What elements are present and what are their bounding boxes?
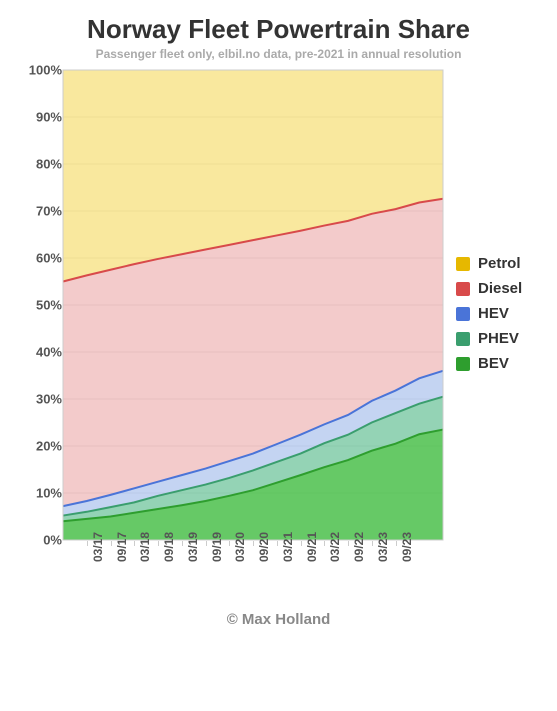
credit: © Max Holland: [0, 611, 557, 628]
legend-item-PHEV: PHEV: [456, 330, 522, 347]
legend-swatch: [456, 282, 470, 296]
xtick-label: 03/17: [91, 532, 105, 562]
legend: Petrol Diesel HEV PHEV BEV: [446, 69, 522, 593]
chart-area: 0%10%20%30%40%50%60%70%80%90%100% 03/170…: [16, 69, 446, 593]
ytick-label: 90%: [36, 110, 62, 125]
legend-item-BEV: BEV: [456, 355, 522, 372]
ytick-label: 50%: [36, 298, 62, 313]
legend-item-Petrol: Petrol: [456, 255, 522, 272]
legend-label: Diesel: [478, 280, 522, 297]
chart-svg: [62, 69, 446, 541]
xtick-label: 03/21: [281, 532, 295, 562]
ytick-label: 0%: [43, 533, 62, 548]
xtick-label: 03/23: [376, 532, 390, 562]
xtick-label: 09/17: [115, 532, 129, 562]
xtick-label: 09/18: [162, 532, 176, 562]
ytick-label: 20%: [36, 439, 62, 454]
chart-title: Norway Fleet Powertrain Share: [0, 14, 557, 45]
legend-label: PHEV: [478, 330, 519, 347]
ytick-label: 80%: [36, 157, 62, 172]
xtick-label: 03/22: [328, 532, 342, 562]
ytick-label: 70%: [36, 204, 62, 219]
ytick-label: 10%: [36, 486, 62, 501]
xtick-label: 09/20: [257, 532, 271, 562]
legend-swatch: [456, 257, 470, 271]
xtick-label: 03/18: [138, 532, 152, 562]
ytick-label: 100%: [29, 63, 62, 78]
legend-swatch: [456, 307, 470, 321]
legend-label: BEV: [478, 355, 509, 372]
xtick-label: 09/21: [305, 532, 319, 562]
ytick-label: 60%: [36, 251, 62, 266]
legend-label: HEV: [478, 305, 509, 322]
legend-item-Diesel: Diesel: [456, 280, 522, 297]
legend-label: Petrol: [478, 255, 521, 272]
xtick-label: 09/19: [210, 532, 224, 562]
xtick-label: 09/22: [352, 532, 366, 562]
ytick-label: 30%: [36, 392, 62, 407]
xtick-label: 03/19: [186, 532, 200, 562]
legend-item-HEV: HEV: [456, 305, 522, 322]
ytick-label: 40%: [36, 345, 62, 360]
xtick-label: 03/20: [233, 532, 247, 562]
chart-subtitle: Passenger fleet only, elbil.no data, pre…: [0, 47, 557, 61]
xtick-label: 09/23: [400, 532, 414, 562]
legend-swatch: [456, 357, 470, 371]
legend-swatch: [456, 332, 470, 346]
